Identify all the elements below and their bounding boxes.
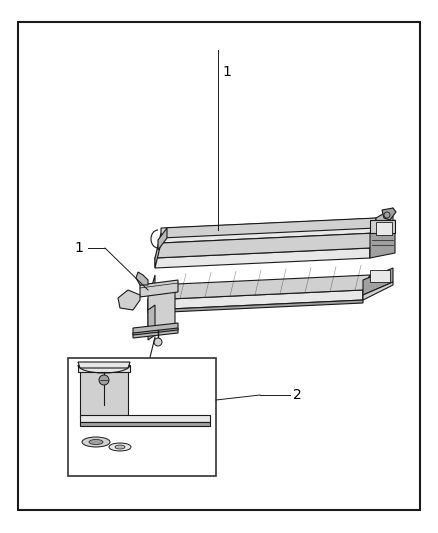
- Bar: [68, 358, 216, 476]
- Polygon shape: [80, 422, 210, 426]
- Polygon shape: [158, 228, 167, 250]
- Polygon shape: [370, 270, 390, 282]
- Text: 1: 1: [74, 241, 83, 255]
- Text: 2: 2: [293, 388, 302, 402]
- Polygon shape: [161, 218, 382, 243]
- Polygon shape: [148, 290, 363, 310]
- Polygon shape: [78, 365, 130, 372]
- Polygon shape: [370, 233, 376, 258]
- Polygon shape: [148, 300, 363, 313]
- Text: 1: 1: [222, 65, 231, 79]
- Polygon shape: [155, 233, 161, 268]
- Polygon shape: [118, 290, 140, 310]
- Ellipse shape: [82, 437, 110, 447]
- Circle shape: [154, 338, 162, 346]
- Polygon shape: [80, 368, 128, 418]
- Polygon shape: [78, 362, 130, 368]
- Polygon shape: [376, 208, 393, 233]
- Polygon shape: [148, 275, 370, 300]
- Polygon shape: [376, 222, 392, 235]
- Polygon shape: [136, 272, 148, 285]
- Polygon shape: [148, 275, 155, 310]
- Circle shape: [384, 212, 390, 218]
- Polygon shape: [161, 218, 376, 238]
- Ellipse shape: [109, 443, 131, 451]
- Polygon shape: [148, 290, 175, 335]
- Polygon shape: [155, 248, 370, 268]
- Polygon shape: [363, 275, 370, 300]
- Ellipse shape: [115, 445, 125, 449]
- Polygon shape: [140, 280, 178, 297]
- Polygon shape: [363, 282, 393, 300]
- Polygon shape: [363, 268, 393, 295]
- Polygon shape: [370, 220, 395, 233]
- Circle shape: [99, 375, 109, 385]
- Polygon shape: [148, 305, 155, 340]
- Polygon shape: [155, 233, 376, 258]
- Polygon shape: [80, 415, 210, 422]
- Polygon shape: [370, 220, 395, 258]
- Polygon shape: [382, 208, 396, 220]
- Ellipse shape: [89, 440, 103, 445]
- Polygon shape: [133, 323, 178, 338]
- Polygon shape: [133, 328, 178, 335]
